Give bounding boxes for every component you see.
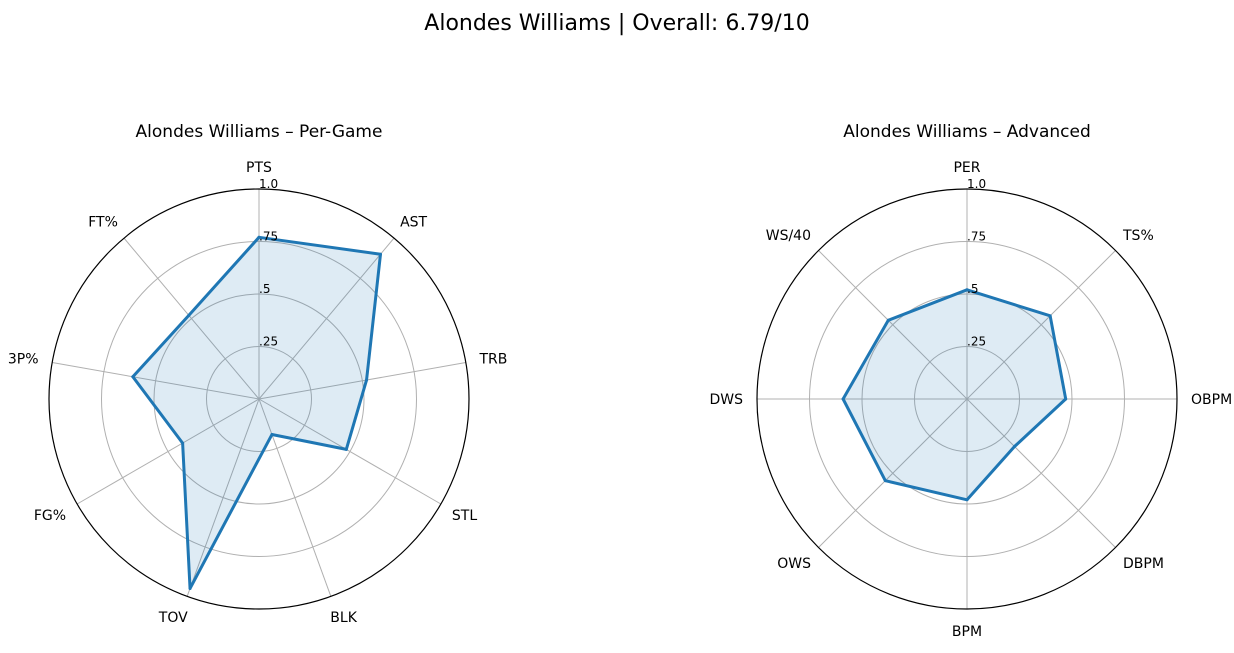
per-game-spoke-stl bbox=[258, 398, 442, 505]
per-game-axis-label-pts: PTS bbox=[246, 160, 272, 176]
per-game-spoke-3p bbox=[52, 362, 260, 400]
advanced-outer-frame bbox=[756, 188, 1178, 610]
per-game-axis-label-3p: 3P% bbox=[8, 352, 39, 368]
advanced-point-per bbox=[965, 288, 969, 292]
per-game-axis-label-tov: TOV bbox=[158, 610, 188, 626]
per-game-spoke-fg bbox=[76, 398, 260, 505]
per-game-axis-label-blk: BLK bbox=[330, 610, 357, 626]
per-game-spoke-ast bbox=[258, 237, 395, 400]
per-game-axis-label-ft: FT% bbox=[88, 214, 118, 230]
advanced-point-dws bbox=[841, 397, 845, 401]
per-game-axis-label-stl: STL bbox=[452, 508, 477, 524]
per-game-point-ast bbox=[378, 252, 382, 256]
advanced-spoke-ws40 bbox=[818, 250, 968, 400]
per-game-chart-title: Alondes Williams – Per-Game bbox=[136, 122, 383, 142]
advanced-spoke-dbpm bbox=[966, 398, 1116, 548]
per-game-spoke-trb bbox=[258, 362, 466, 400]
per-game-spoke-ft bbox=[123, 237, 260, 400]
advanced-axis-label-obpm: OBPM bbox=[1191, 392, 1232, 408]
per-game-radar-chart: Alondes Williams – Per-Game PTS AST TRB STL… bbox=[8, 122, 508, 626]
per-game-rtick-label-2: .75 bbox=[259, 230, 278, 244]
advanced-point-ows bbox=[883, 479, 887, 483]
per-game-point-fg bbox=[181, 441, 185, 445]
advanced-axis-label-bpm: BPM bbox=[952, 624, 982, 640]
per-game-point-stl bbox=[344, 447, 348, 451]
advanced-axis-label-ows: OWS bbox=[777, 556, 811, 572]
advanced-chart-title: Alondes Williams – Advanced bbox=[843, 122, 1090, 142]
per-game-point-tov bbox=[188, 586, 192, 590]
per-game-point-pts bbox=[257, 235, 261, 239]
figure-title: Alondes Williams | Overall: 6.79/10 bbox=[424, 11, 809, 36]
advanced-point-dbpm bbox=[1013, 445, 1017, 449]
per-game-series-line bbox=[131, 235, 382, 590]
advanced-axis-label-dws: DWS bbox=[709, 392, 743, 408]
advanced-axis-label-dbpm: DBPM bbox=[1123, 556, 1164, 572]
advanced-rtick-label-1: .5 bbox=[967, 282, 978, 296]
per-game-rtick-label-3: 1.0 bbox=[259, 177, 278, 191]
advanced-spoke-ts bbox=[966, 250, 1116, 400]
per-game-point-blk bbox=[270, 433, 274, 437]
advanced-point-bpm bbox=[965, 498, 969, 502]
advanced-axis-label-ws40: WS/40 bbox=[766, 228, 811, 244]
per-game-point-3p bbox=[131, 375, 135, 379]
per-game-point-ft bbox=[187, 313, 191, 317]
advanced-point-ts bbox=[1048, 314, 1052, 318]
per-game-spoke-blk bbox=[258, 398, 332, 597]
advanced-spoke-ows bbox=[818, 398, 968, 548]
per-game-rtick-label-0: .25 bbox=[259, 335, 278, 349]
per-game-axis-label-trb: TRB bbox=[479, 352, 508, 368]
per-game-axis-label-fg: FG% bbox=[34, 508, 66, 524]
advanced-rtick-label-0: .25 bbox=[967, 335, 986, 349]
per-game-series-fill bbox=[132, 237, 381, 589]
advanced-rtick-label-2: .75 bbox=[967, 230, 986, 244]
per-game-outer-frame bbox=[48, 188, 470, 610]
advanced-rtick-label-3: 1.0 bbox=[967, 177, 986, 191]
advanced-radar-chart: Alondes Williams – Advanced PER TS% OBPM DB… bbox=[709, 122, 1232, 640]
per-game-spoke-tov bbox=[186, 398, 260, 597]
advanced-point-ws40 bbox=[886, 318, 890, 322]
advanced-axis-label-per: PER bbox=[953, 160, 980, 176]
per-game-axis-label-ast: AST bbox=[400, 214, 427, 230]
advanced-point-obpm bbox=[1064, 397, 1068, 401]
advanced-series-fill bbox=[843, 289, 1066, 500]
per-game-point-trb bbox=[365, 378, 369, 382]
per-game-rtick-label-1: .5 bbox=[259, 282, 270, 296]
advanced-axis-label-ts: TS% bbox=[1122, 228, 1154, 244]
